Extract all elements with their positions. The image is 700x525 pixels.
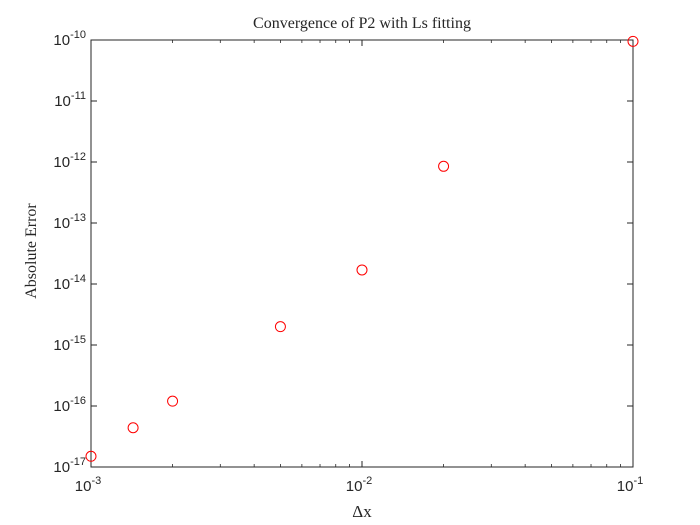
x-tick-label: 10-1 xyxy=(617,475,643,495)
data-point xyxy=(127,422,139,434)
y-tick-label: 10-11 xyxy=(54,90,86,110)
y-tick-label: 10-13 xyxy=(53,212,86,232)
y-tick-label: 10-16 xyxy=(53,395,86,415)
data-points xyxy=(85,35,639,462)
data-point xyxy=(438,160,450,172)
data-point xyxy=(85,450,97,462)
x-axis-label: Δx xyxy=(352,502,372,521)
x-tick-label: 10-2 xyxy=(346,475,372,495)
y-tick-label: 10-17 xyxy=(53,456,86,476)
y-tick-label: 10-15 xyxy=(53,334,86,354)
axes-box xyxy=(90,39,634,468)
y-tick-label: 10-14 xyxy=(53,273,86,293)
y-axis-label: Absolute Error xyxy=(23,203,40,299)
y-tick-label: 10-10 xyxy=(53,29,86,49)
data-point xyxy=(356,264,368,276)
y-tick-label: 10-12 xyxy=(53,151,86,171)
chart-title: Convergence of P2 with Ls fitting xyxy=(253,15,471,32)
axes-frame xyxy=(90,39,634,468)
data-point xyxy=(274,321,286,333)
y-axis-ticks: 10-17 10-16 10-15 10-14 10-13 10-12 10-11 10-10 xyxy=(53,29,633,476)
x-tick-label: 10-3 xyxy=(75,475,101,495)
data-point xyxy=(167,395,179,407)
data-point xyxy=(627,35,639,47)
x-axis-ticks: 10-3 10-2 10-1 xyxy=(75,40,643,495)
